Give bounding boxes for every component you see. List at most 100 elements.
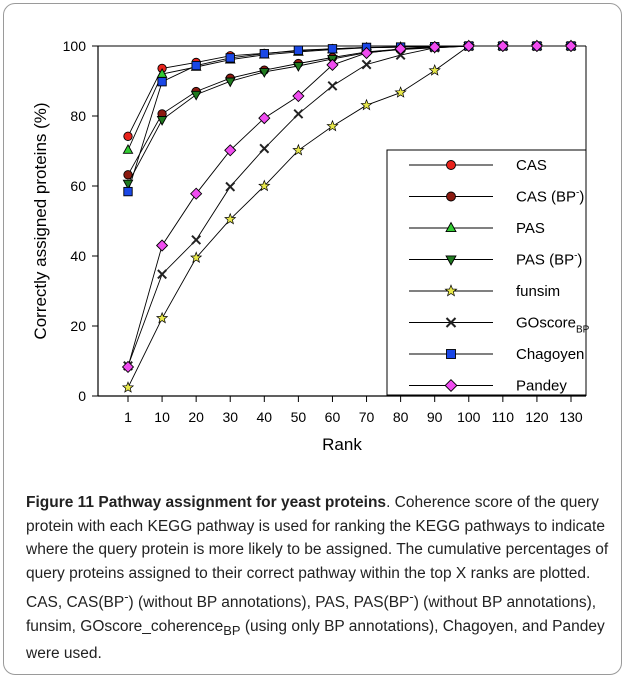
data-point: [428, 40, 441, 54]
legend-marker: [445, 317, 457, 328]
data-point-stroke: [259, 143, 270, 154]
x-tick-label: 100: [457, 409, 481, 425]
legend-marker: [445, 221, 457, 233]
legend-label-suffix: ): [577, 252, 582, 269]
legend-marker: [444, 284, 458, 297]
x-tick-label: 40: [257, 409, 273, 425]
data-point: [293, 62, 304, 72]
data-point: [394, 42, 407, 55]
y-tick-label: 40: [70, 248, 86, 264]
data-point: [258, 112, 271, 125]
data-point: [292, 89, 305, 103]
caption-sub-1: BP: [223, 622, 241, 638]
data-point: [327, 80, 338, 91]
data-point: [259, 143, 270, 154]
x-tick-label: 1: [124, 409, 132, 425]
caption-title: Figure 11 Pathway assignment for yeast p…: [26, 494, 387, 511]
legend-label: PAS: [516, 220, 545, 237]
y-tick-label: 80: [70, 108, 86, 124]
data-point: [191, 234, 202, 245]
data-point: [428, 64, 441, 76]
data-point: [394, 86, 407, 98]
legend-label: GOscoreBP: [516, 315, 590, 336]
data-point: [462, 39, 475, 53]
legend-marker: [445, 255, 457, 266]
data-point: [225, 181, 236, 192]
data-point: [155, 239, 169, 252]
data-point: [157, 269, 167, 280]
legend-label: Pandey: [516, 378, 567, 395]
data-point: [191, 60, 201, 71]
data-point-stroke: [327, 80, 338, 91]
data-point: [360, 98, 373, 111]
legend-label: Chagoyen: [516, 346, 584, 363]
data-point: [121, 360, 135, 374]
data-point: [155, 311, 169, 324]
legend-marker: [446, 191, 456, 202]
data-point: [259, 49, 269, 59]
data-point: [224, 77, 236, 88]
x-tick-label: 80: [393, 409, 409, 425]
y-axis-label: Correctly assigned proteins (%): [31, 102, 50, 339]
data-point: [190, 251, 203, 263]
data-point: [496, 39, 509, 53]
data-point: [157, 77, 167, 87]
legend-label-sub: BP: [576, 325, 590, 336]
data-point: [123, 170, 133, 180]
data-point: [123, 131, 133, 141]
data-point: [121, 381, 135, 393]
data-point: [258, 68, 270, 78]
data-point-stroke: [225, 181, 236, 192]
x-axis-label: Rank: [322, 435, 362, 454]
data-point: [326, 119, 339, 132]
data-point: [224, 212, 237, 225]
legend-label: PAS (BP-): [516, 251, 582, 269]
legend-label-sup: -: [574, 251, 577, 262]
data-point: [395, 50, 406, 61]
x-tick-label: 10: [154, 409, 170, 425]
legend-label-text: PAS: [516, 220, 545, 237]
y-tick-label: 100: [63, 38, 87, 54]
figure-frame: 0 20 40 60 80 100 1 10 20 30 40 50 60 70 80 90 100 110 120…: [3, 3, 622, 675]
legend-label: funsim: [516, 283, 560, 300]
caption-text-2: ) (without BP annotations), PAS, PAS(BP: [128, 594, 410, 612]
data-point: [326, 58, 339, 71]
legend-label-text: CAS (BP: [516, 189, 576, 206]
caption-text-3: ) (without BP annotations), funsim, GOsc…: [26, 594, 597, 635]
data-point: [327, 44, 338, 54]
x-tick-label: 110: [492, 409, 515, 425]
x-tick-label: 30: [222, 409, 238, 425]
x-tick-label: 60: [325, 409, 341, 425]
data-point: [530, 39, 544, 53]
data-point: [123, 186, 133, 197]
data-point: [293, 108, 304, 119]
legend-marker: [446, 349, 456, 359]
data-point: [156, 116, 168, 126]
x-tick-label: 70: [359, 409, 375, 425]
legend-marker: [444, 379, 458, 392]
caption-sup-1: -: [124, 589, 129, 604]
data-point: [361, 59, 372, 70]
data-point-stroke: [395, 50, 406, 61]
legend-marker: [446, 160, 456, 170]
x-tick-label: 90: [427, 409, 443, 425]
x-tick-label: 20: [188, 409, 204, 425]
data-point-stroke: [157, 269, 167, 280]
legend-label-suffix: ): [579, 189, 584, 206]
data-point: [122, 179, 134, 190]
x-tick-label: 120: [525, 409, 549, 425]
data-point-stroke: [361, 59, 372, 70]
data-point: [292, 143, 305, 156]
figure-caption: Figure 11 Pathway assignment for yeast p…: [26, 491, 616, 666]
caption-sup-2: -: [409, 589, 414, 604]
legend-label: CAS (BP-): [516, 188, 584, 206]
caption-text-1: . Coherence score of the query protein w…: [26, 494, 609, 612]
data-point: [293, 45, 304, 55]
legend-label-text: PAS (BP: [516, 252, 574, 269]
legend-label-text: GOscore: [516, 315, 576, 332]
data-point: [190, 90, 202, 101]
caption-text-4: (using only BP annotations), Chagoyen, a…: [26, 617, 605, 663]
x-tick-label: 50: [291, 409, 307, 425]
data-point: [258, 179, 271, 192]
